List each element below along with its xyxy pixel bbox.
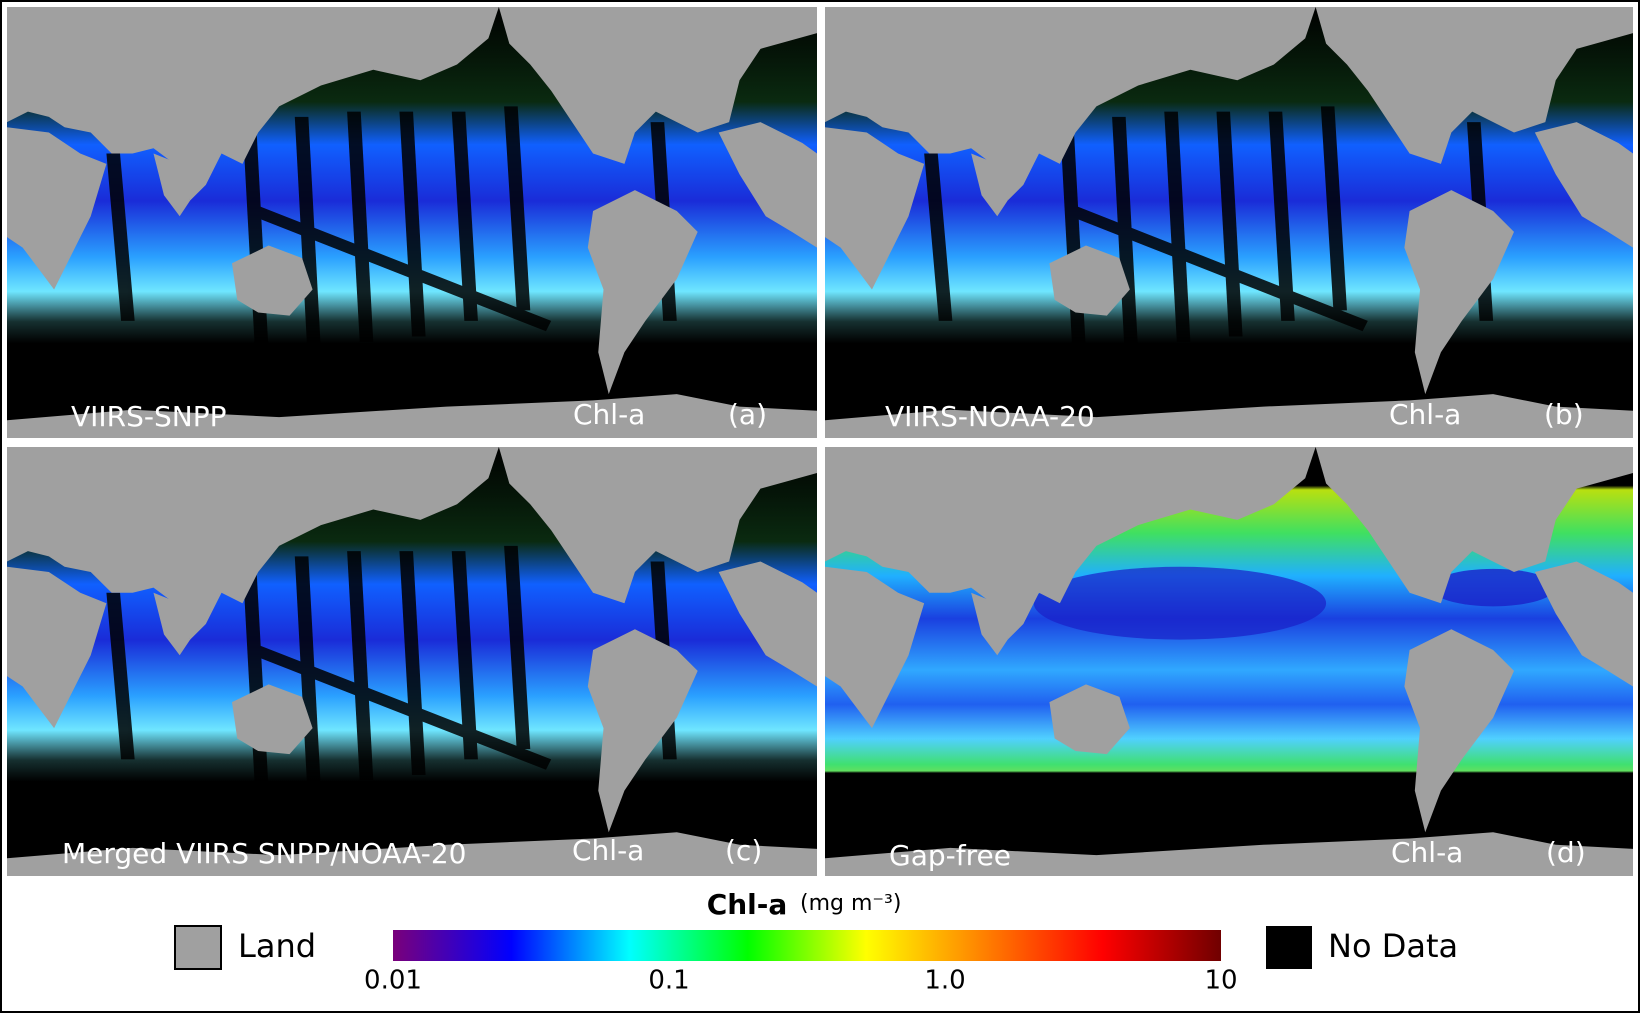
map: [7, 7, 817, 438]
panel-variable: Chl-a: [572, 834, 644, 867]
colorbar: [393, 930, 1221, 961]
land-swatch: [174, 925, 222, 970]
colorbar-title: Chl-a: [707, 888, 788, 921]
panel: Merged VIIRS SNPP/NOAA-20 Chl-a (c): [7, 447, 817, 876]
legend: Chl-a (mg m⁻³) Land No Data 0.01 0.1 1.0 10: [174, 888, 1458, 996]
colorbar-tick-label: 0.1: [648, 966, 689, 996]
panel: VIIRS-NOAA-20 Chl-a (b): [825, 7, 1633, 438]
panel-title: Gap-free: [889, 839, 1011, 872]
legend-label: No Data: [1328, 927, 1458, 965]
panel: VIIRS-SNPP Chl-a (a): [7, 7, 817, 438]
nodata-swatch: [1266, 926, 1312, 969]
panel-label: (a): [728, 398, 767, 431]
panel-variable: Chl-a: [573, 398, 645, 431]
panel-title: Merged VIIRS SNPP/NOAA-20: [62, 837, 467, 870]
panel-label: (b): [1544, 398, 1584, 431]
panel-title: VIIRS-NOAA-20: [885, 400, 1095, 433]
legend-label: Land: [238, 927, 316, 965]
panel: Gap-free Chl-a (d): [825, 447, 1633, 876]
colorbar-tick-label: 0.01: [364, 966, 422, 996]
colorbar-units: (mg m⁻³): [800, 891, 901, 916]
map: [7, 447, 817, 876]
map: [825, 447, 1633, 876]
panel-label: (d): [1546, 836, 1586, 869]
colorbar-tick-label: 1.0: [924, 966, 965, 996]
map: [825, 7, 1633, 438]
panel-title: VIIRS-SNPP: [71, 400, 227, 433]
panel-variable: Chl-a: [1389, 398, 1461, 431]
panel-label: (c): [725, 834, 762, 867]
colorbar-tick-label: 10: [1204, 966, 1237, 996]
panel-variable: Chl-a: [1391, 836, 1463, 869]
